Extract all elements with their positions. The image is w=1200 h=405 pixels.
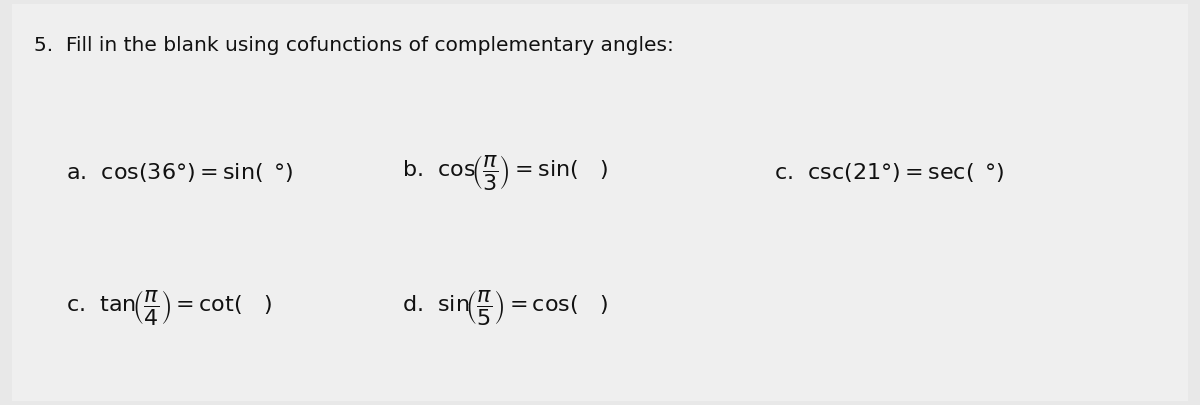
Text: b.  $\mathrm{cos}\!\left(\dfrac{\pi}{3}\right) = \mathrm{sin}(\enspace\enspace)$: b. $\mathrm{cos}\!\left(\dfrac{\pi}{3}\r… xyxy=(402,153,608,192)
FancyBboxPatch shape xyxy=(12,4,1188,401)
Text: c.  $\mathrm{tan}\!\left(\dfrac{\pi}{4}\right) = \mathrm{cot}(\enspace\enspace)$: c. $\mathrm{tan}\!\left(\dfrac{\pi}{4}\r… xyxy=(66,288,272,327)
Text: 5.  Fill in the blank using cofunctions of complementary angles:: 5. Fill in the blank using cofunctions o… xyxy=(34,36,673,55)
Text: c.  $\mathrm{csc}(21°) = \mathrm{sec}(\enspace °)$: c. $\mathrm{csc}(21°) = \mathrm{sec}(\en… xyxy=(774,161,1004,183)
Text: a.  $\mathrm{cos}(36°) = \mathrm{sin}(\enspace °)$: a. $\mathrm{cos}(36°) = \mathrm{sin}(\en… xyxy=(66,161,294,183)
Text: d.  $\mathrm{sin}\!\left(\dfrac{\pi}{5}\right) = \mathrm{cos}(\enspace\enspace)$: d. $\mathrm{sin}\!\left(\dfrac{\pi}{5}\r… xyxy=(402,288,608,327)
